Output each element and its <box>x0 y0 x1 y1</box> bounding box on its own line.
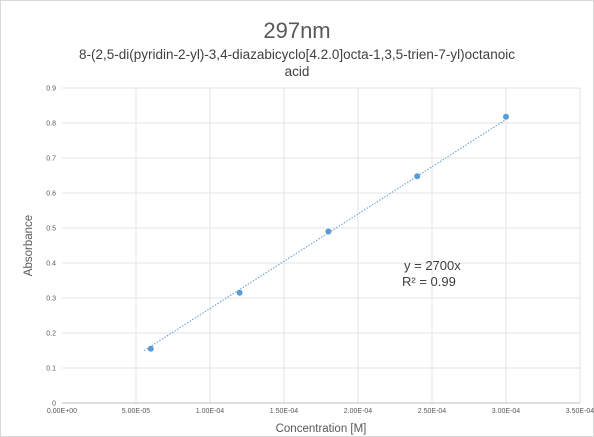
data-points <box>147 113 509 352</box>
data-point <box>325 228 332 235</box>
y-tick-label: 0.4 <box>46 261 56 268</box>
y-axis-title: Absorbance <box>23 215 35 276</box>
y-tick-label: 0.9 <box>46 86 56 93</box>
trendline-r-squared: R² = 0.99 <box>402 274 456 289</box>
trendline-equation: y = 2700x <box>404 258 461 273</box>
x-tick-label: 1.50E-04 <box>270 408 299 415</box>
data-point <box>236 289 243 296</box>
data-point <box>503 113 509 120</box>
x-tick-label: 3.00E-04 <box>492 408 521 415</box>
x-tick-label: 3.50E-04 <box>566 408 594 415</box>
y-tick-labels: 0 0.1 0.2 0.3 0.4 0.5 0.6 0.7 0.8 0.9 <box>46 86 56 408</box>
chart-subtitle: 8-(2,5-di(pyridin-2-yl)-3,4-diazabicyclo… <box>44 46 550 80</box>
chart-subtitle-line-2: acid <box>284 64 310 79</box>
x-tick-label: 2.50E-04 <box>418 408 447 415</box>
y-tick-label: 0.1 <box>46 366 56 373</box>
trendline-group <box>143 119 507 351</box>
y-tick-label: 0.7 <box>46 156 56 163</box>
x-tick-labels: 0.00E+00 5.00E-05 1.00E-04 1.50E-04 2.00E-04… <box>47 408 594 415</box>
y-tick-label: 0.8 <box>46 121 56 128</box>
y-tick-label: 0.3 <box>46 296 56 303</box>
x-tick-label: 2.00E-04 <box>344 408 373 415</box>
y-tick-label: 0 <box>52 401 56 408</box>
x-tick-label: 0.00E+00 <box>47 408 77 415</box>
x-axis-title: Concentration [M] <box>276 423 367 435</box>
trendline <box>143 119 507 351</box>
x-tick-label: 1.00E-04 <box>196 408 225 415</box>
chart-title: 297nm <box>263 18 331 43</box>
gridlines <box>62 87 581 403</box>
data-point <box>414 173 421 180</box>
x-tick-label: 5.00E-05 <box>122 408 151 415</box>
y-tick-label: 0.5 <box>46 226 56 233</box>
y-tick-label: 0.2 <box>46 331 56 338</box>
y-tick-label: 0.6 <box>46 191 56 198</box>
chart-subtitle-line-1: 8-(2,5-di(pyridin-2-yl)-3,4-diazabicyclo… <box>79 47 515 62</box>
data-point <box>147 345 154 352</box>
